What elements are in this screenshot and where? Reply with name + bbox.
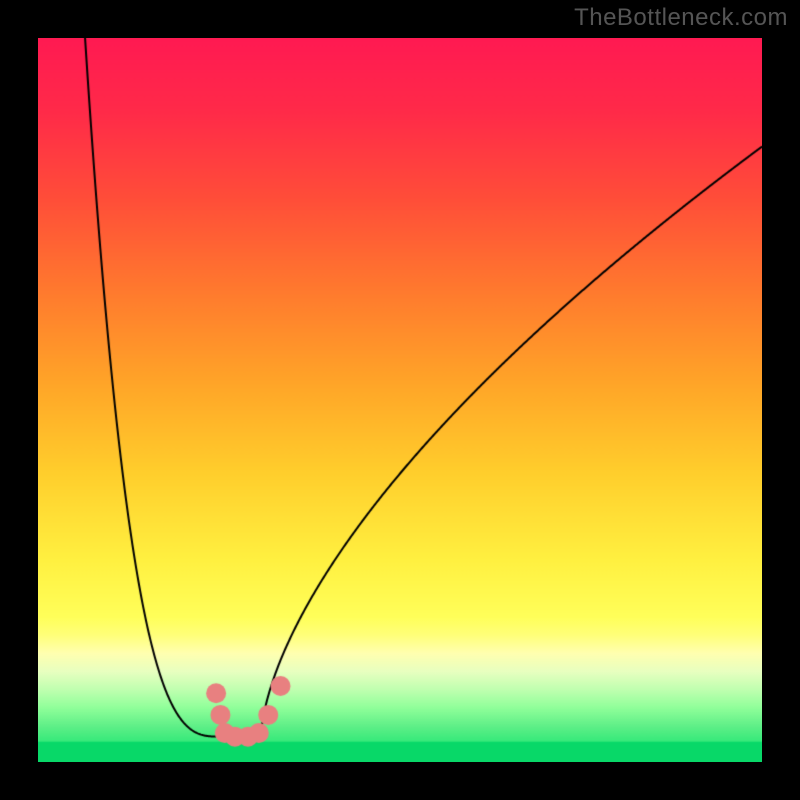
watermark-text: TheBottleneck.com bbox=[574, 4, 788, 32]
bottleneck-curve-chart bbox=[38, 38, 762, 762]
chart-root: TheBottleneck.com bbox=[0, 0, 800, 800]
plot-frame bbox=[38, 38, 762, 762]
